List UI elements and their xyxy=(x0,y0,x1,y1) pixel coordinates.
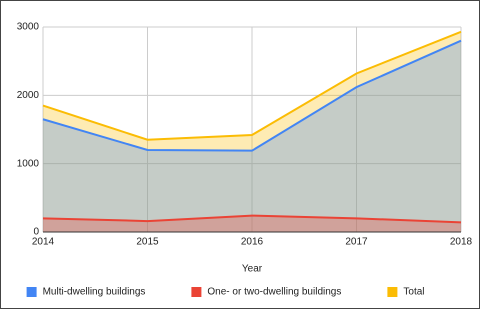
line xyxy=(42,214,462,224)
x-tick-label: 2017 xyxy=(345,237,368,248)
legend-label: One- or two-dwelling buildings xyxy=(207,287,341,298)
x-axis-label: Year xyxy=(242,264,263,275)
x-tick-label: 2016 xyxy=(241,237,264,248)
area xyxy=(43,31,461,233)
y-tick-label: 2000 xyxy=(17,90,40,101)
x-tick-label: 2014 xyxy=(32,237,55,248)
line xyxy=(42,30,462,141)
x-tick-label: 2018 xyxy=(450,237,473,248)
legend-label: Total xyxy=(403,287,424,298)
y-tick-label: 0 xyxy=(33,227,39,238)
area xyxy=(43,215,461,232)
x-tick-label: 2015 xyxy=(136,237,159,248)
legend-swatch xyxy=(387,287,398,297)
legend-label: Multi-dwelling buildings xyxy=(43,287,146,298)
legend-swatch xyxy=(26,287,37,297)
y-tick-label: 1000 xyxy=(17,158,40,169)
area xyxy=(43,40,461,232)
y-tick-label: 3000 xyxy=(17,22,40,33)
legend-swatch xyxy=(191,287,202,297)
line xyxy=(42,39,462,152)
